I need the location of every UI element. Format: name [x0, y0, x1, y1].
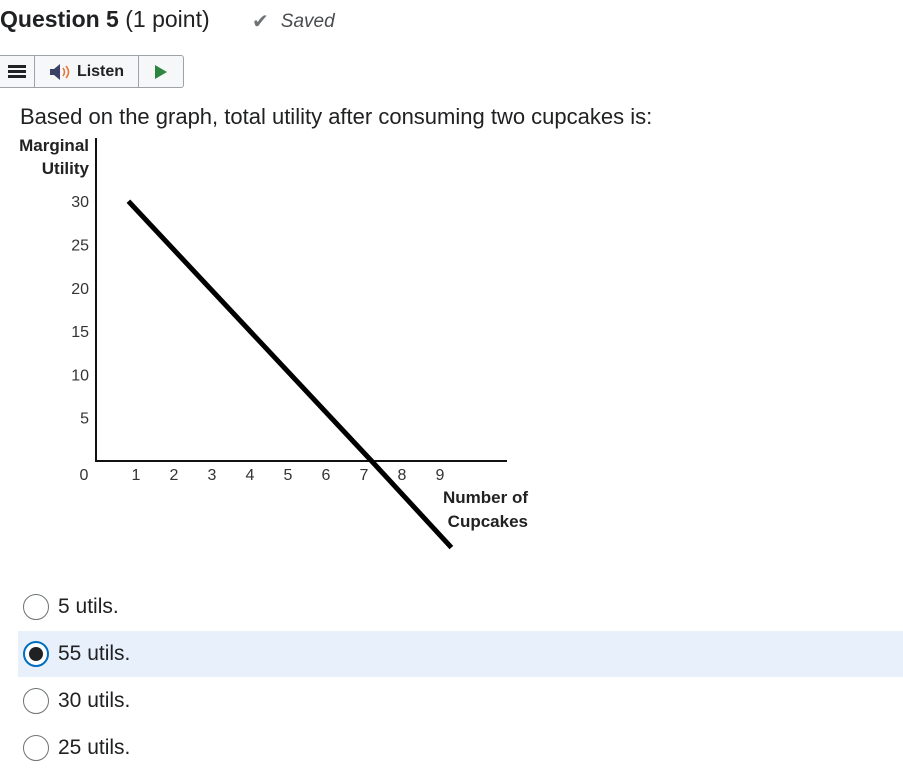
x-tick-label: 9: [436, 467, 445, 484]
radio-button[interactable]: [23, 688, 49, 714]
origin-label: 0: [80, 467, 89, 484]
y-tick-label: 10: [71, 367, 89, 384]
y-tick-label: 5: [80, 411, 89, 428]
question-number: Question 5: [0, 6, 119, 32]
question-points: (1 point): [125, 6, 210, 32]
y-tick-label: 20: [71, 281, 89, 298]
read-aloud-toolbar: Listen: [0, 55, 184, 88]
answer-option[interactable]: 30 utils.: [18, 678, 903, 724]
listen-label: Listen: [76, 62, 125, 80]
y-tick-label: 15: [71, 324, 89, 341]
x-tick-label: 2: [170, 467, 179, 484]
checkmark-icon: ✔: [252, 11, 269, 33]
answer-option[interactable]: 5 utils.: [18, 584, 903, 630]
x-tick-label: 6: [322, 467, 331, 484]
radio-button[interactable]: [23, 594, 49, 620]
x-tick-label: 7: [360, 467, 369, 484]
y-axis-label-line2: Utility: [42, 159, 90, 178]
option-label: 25 utils.: [58, 736, 131, 759]
speaker-icon: [49, 63, 70, 80]
saved-status: ✔ Saved: [252, 9, 335, 34]
marginal-utility-line: [126, 199, 454, 550]
option-label: 5 utils.: [58, 595, 119, 618]
option-label: 30 utils.: [58, 689, 131, 712]
saved-label: Saved: [280, 10, 335, 32]
y-tick-label: 25: [71, 238, 89, 255]
y-tick-label: 30: [71, 194, 89, 211]
play-button[interactable]: [139, 56, 183, 87]
question-prompt: Based on the graph, total utility after …: [20, 104, 653, 129]
x-axis-label-line2: Cupcakes: [448, 512, 528, 531]
x-axis-label-line1: Number of: [443, 488, 528, 507]
x-tick-label: 5: [284, 467, 293, 484]
listen-button[interactable]: Listen: [35, 56, 139, 87]
x-tick-label: 8: [398, 467, 407, 484]
x-tick-label: 4: [246, 467, 255, 484]
y-axis-label-line1: Marginal: [19, 136, 89, 155]
answer-option[interactable]: 55 utils.: [18, 631, 903, 677]
menu-icon[interactable]: [0, 56, 35, 87]
radio-dot: [29, 647, 43, 661]
play-icon: [155, 64, 167, 79]
marginal-utility-chart: Marginal Utility 5 10 15 20 25 30 0 1 2 3 4 5 6 7 8 9 Numb…: [19, 136, 528, 550]
radio-button[interactable]: [23, 735, 49, 761]
question-title: Question 5 (1 point): [0, 6, 210, 33]
option-label: 55 utils.: [58, 642, 131, 665]
x-tick-label: 1: [132, 467, 141, 484]
x-tick-label: 3: [208, 467, 217, 484]
radio-button[interactable]: [23, 641, 49, 667]
answer-option[interactable]: 25 utils.: [18, 725, 903, 771]
